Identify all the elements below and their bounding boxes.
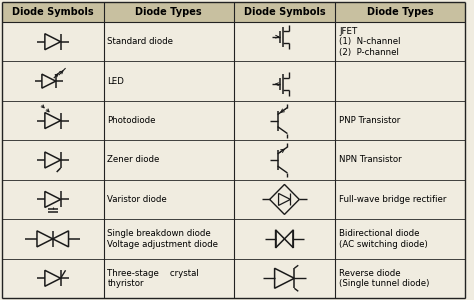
Text: Diode Types: Diode Types: [367, 7, 434, 17]
Bar: [2, 2, 465, 22]
Text: Full-wave bridge rectifier: Full-wave bridge rectifier: [339, 195, 447, 204]
Text: Bidirectional diode
(AC switching diode): Bidirectional diode (AC switching diode): [339, 229, 428, 249]
Text: Standard diode: Standard diode: [108, 37, 173, 46]
Text: Single breakdown diode
Voltage adjustment diode: Single breakdown diode Voltage adjustmen…: [108, 229, 219, 249]
Text: Varistor diode: Varistor diode: [108, 195, 167, 204]
Text: Diode Types: Diode Types: [135, 7, 202, 17]
Text: Zener diode: Zener diode: [108, 155, 160, 164]
Text: NPN Transistor: NPN Transistor: [339, 155, 402, 164]
Text: JFET
(1)  N-channel
(2)  P-channel: JFET (1) N-channel (2) P-channel: [339, 27, 401, 57]
Text: Photodiode: Photodiode: [108, 116, 156, 125]
Text: Diode Symbols: Diode Symbols: [244, 7, 325, 17]
Text: Reverse diode
(Single tunnel diode): Reverse diode (Single tunnel diode): [339, 268, 429, 288]
Text: Three-stage    crystal
thyristor: Three-stage crystal thyristor: [108, 268, 199, 288]
Text: Diode Symbols: Diode Symbols: [12, 7, 93, 17]
Text: LED: LED: [108, 76, 124, 85]
Text: PNP Transistor: PNP Transistor: [339, 116, 401, 125]
